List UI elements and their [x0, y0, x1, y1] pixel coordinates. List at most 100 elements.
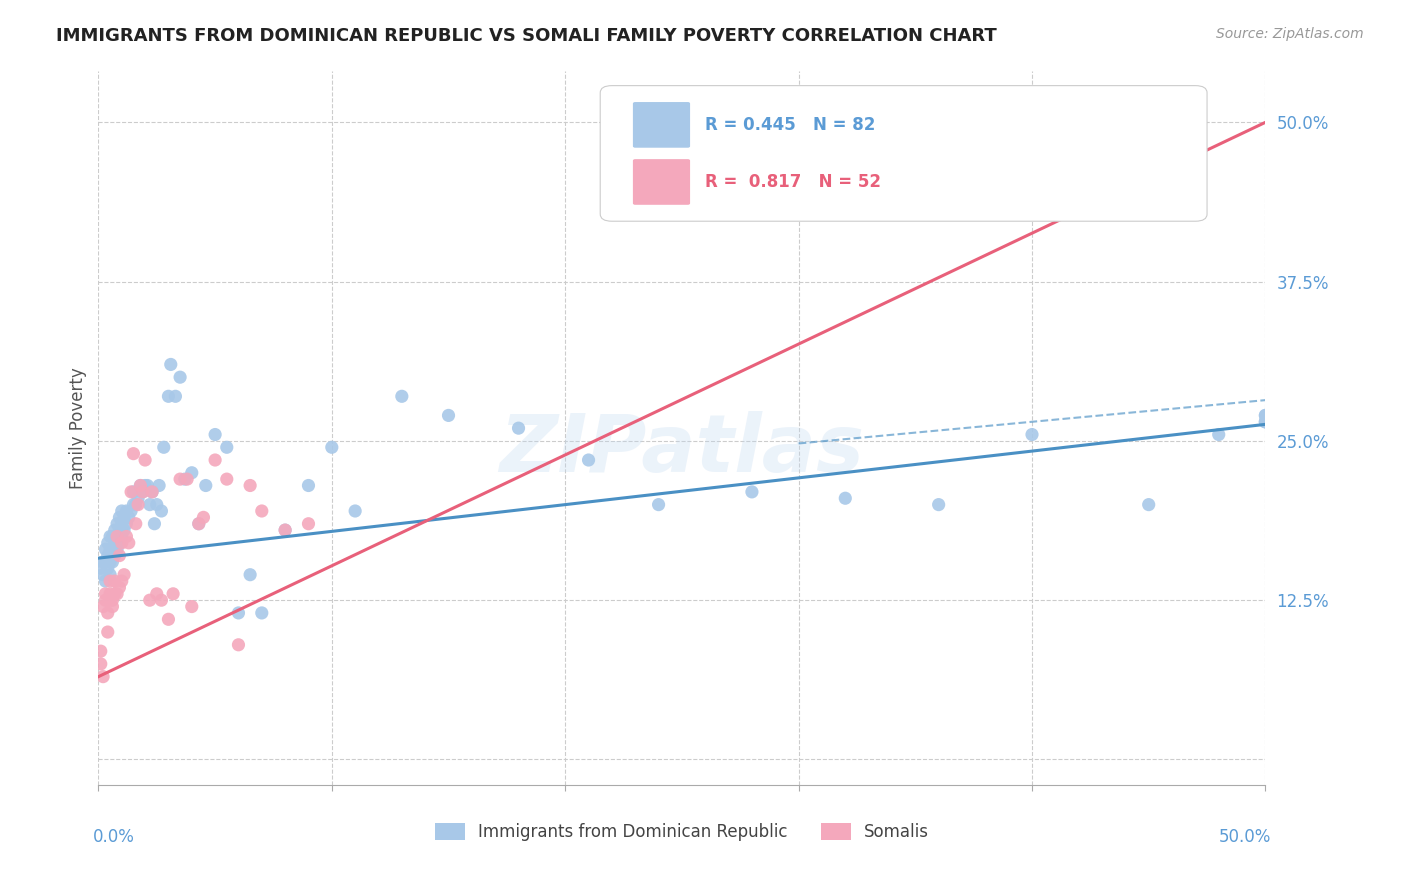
Point	[97, 561, 120, 575]
Point	[187, 516, 209, 531]
Point	[122, 447, 145, 461]
Legend: Immigrants from Dominican Republic, Somalis: Immigrants from Dominican Republic, Soma…	[427, 816, 936, 848]
Point	[111, 529, 134, 543]
Point	[176, 472, 198, 486]
Point	[274, 523, 297, 537]
Point	[1254, 415, 1277, 429]
FancyBboxPatch shape	[633, 102, 690, 148]
Point	[139, 498, 162, 512]
Point	[112, 510, 135, 524]
Point	[127, 491, 149, 506]
Point	[134, 478, 156, 492]
Point	[108, 510, 131, 524]
Point	[97, 606, 120, 620]
Point	[108, 536, 131, 550]
Point	[321, 440, 343, 454]
Point	[239, 567, 262, 582]
Point	[239, 478, 262, 492]
Point	[111, 574, 134, 588]
FancyBboxPatch shape	[633, 159, 690, 205]
Point	[98, 555, 121, 569]
Point	[94, 574, 117, 588]
Point	[204, 427, 226, 442]
Point	[97, 549, 120, 563]
Point	[125, 498, 148, 512]
Point	[578, 453, 600, 467]
Point	[94, 555, 117, 569]
Point	[148, 478, 170, 492]
Point	[250, 504, 273, 518]
Point	[104, 536, 127, 550]
Point	[274, 523, 297, 537]
Point	[157, 612, 180, 626]
Point	[204, 453, 226, 467]
Point	[228, 638, 250, 652]
Text: R =  0.817   N = 52: R = 0.817 N = 52	[706, 173, 882, 191]
Point	[1254, 409, 1277, 423]
Point	[647, 498, 669, 512]
Point	[187, 516, 209, 531]
Point	[165, 389, 187, 403]
Point	[118, 536, 141, 550]
Y-axis label: Family Poverty: Family Poverty	[69, 368, 87, 489]
Point	[193, 510, 215, 524]
Point	[104, 587, 127, 601]
Point	[94, 593, 117, 607]
Point	[127, 498, 149, 512]
Point	[98, 574, 121, 588]
Point	[132, 484, 155, 499]
Point	[173, 472, 195, 486]
Point	[152, 440, 174, 454]
Point	[111, 504, 134, 518]
Point	[215, 472, 238, 486]
Point	[111, 516, 134, 531]
Point	[139, 593, 162, 607]
Point	[150, 504, 173, 518]
Point	[169, 370, 191, 384]
Point	[115, 516, 138, 531]
Point	[94, 542, 117, 557]
Point	[91, 670, 114, 684]
Text: ZIPatlas: ZIPatlas	[499, 410, 865, 489]
Point	[104, 523, 127, 537]
Point	[134, 453, 156, 467]
Point	[101, 599, 124, 614]
Point	[90, 561, 112, 575]
Point	[108, 549, 131, 563]
Point	[101, 529, 124, 543]
Point	[101, 555, 124, 569]
Point	[143, 516, 166, 531]
Point	[115, 504, 138, 518]
Point	[146, 587, 169, 601]
Point	[105, 516, 128, 531]
Point	[105, 529, 128, 543]
Point	[132, 484, 155, 499]
Point	[169, 472, 191, 486]
Point	[90, 644, 112, 658]
Point	[108, 523, 131, 537]
Text: 50.0%: 50.0%	[1219, 828, 1271, 846]
Text: 0.0%: 0.0%	[93, 828, 135, 846]
Point	[250, 606, 273, 620]
Point	[105, 587, 128, 601]
Point	[122, 484, 145, 499]
Text: R = 0.445   N = 82: R = 0.445 N = 82	[706, 116, 876, 134]
Point	[834, 491, 856, 506]
Point	[125, 516, 148, 531]
Point	[111, 536, 134, 550]
Point	[104, 574, 127, 588]
Point	[98, 567, 121, 582]
Point	[1021, 427, 1043, 442]
Point	[97, 536, 120, 550]
Point	[91, 555, 114, 569]
Point	[1254, 415, 1277, 429]
Text: Source: ZipAtlas.com: Source: ZipAtlas.com	[1216, 27, 1364, 41]
Point	[180, 599, 202, 614]
Point	[118, 510, 141, 524]
Point	[129, 478, 152, 492]
Point	[391, 389, 413, 403]
Point	[120, 504, 142, 518]
Point	[115, 529, 138, 543]
Point	[928, 498, 950, 512]
Point	[508, 421, 530, 435]
